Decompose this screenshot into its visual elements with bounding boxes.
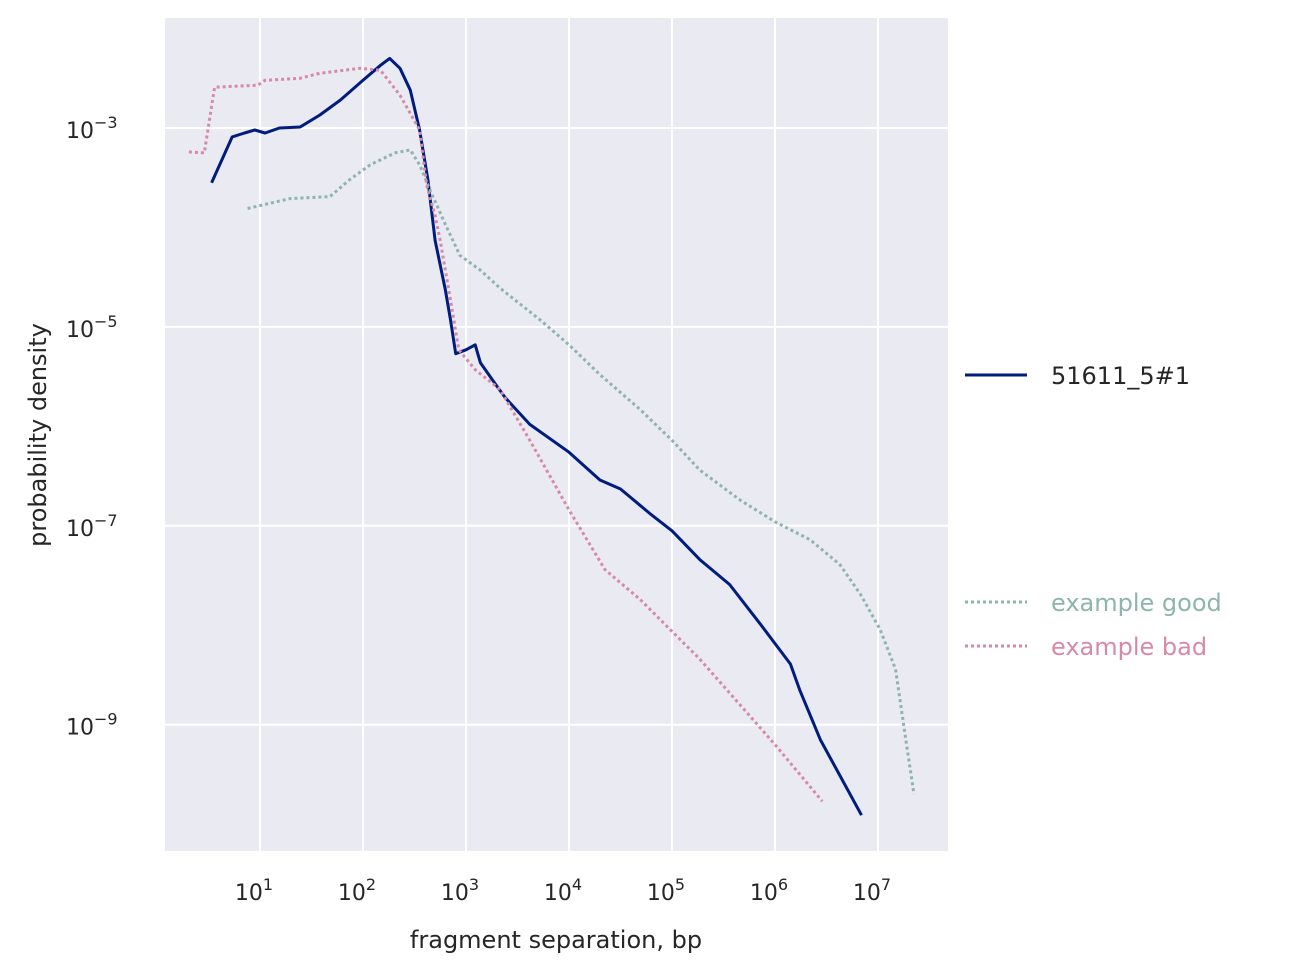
series-line-example-bad [188,66,824,803]
x-tick-label: 104 [544,875,582,906]
series-line-51611-5-1 [210,56,863,816]
legend-label: example bad [1051,633,1207,661]
y-axis-label: probability density [24,323,52,547]
plot-background [165,18,948,851]
legend-label: example good [1051,589,1222,617]
y-tick-label: 10−3 [66,113,118,144]
x-tick-label: 106 [750,875,788,906]
x-tick-label: 102 [338,875,376,906]
legend-label: 51611_5#1 [1051,362,1190,390]
tick-labels: 101 102 103 104 105 106 107 10−3 10−5 10−7 10−9 [66,113,891,906]
x-tick-label: 103 [441,875,479,906]
x-tick-label: 101 [235,875,273,906]
grid [165,18,948,851]
series-lines [188,56,916,816]
x-tick-label: 105 [647,875,685,906]
x-axis-label: fragment separation, bp [410,926,702,954]
x-tick-label: 107 [853,875,891,906]
y-tick-label: 10−7 [66,511,118,542]
y-tick-label: 10−5 [66,312,118,343]
series-line-example-good [247,148,916,795]
y-tick-label: 10−9 [66,710,118,741]
